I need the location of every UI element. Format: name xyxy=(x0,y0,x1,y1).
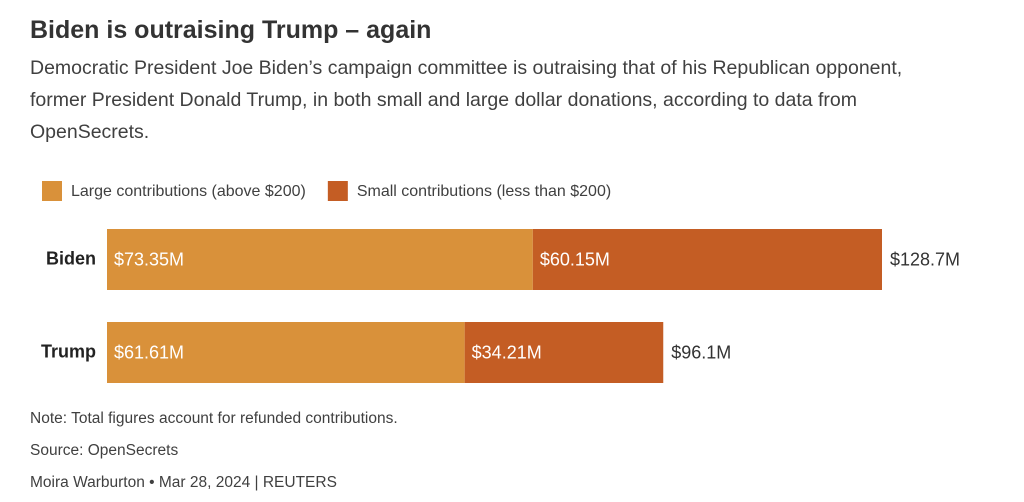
note: Note: Total figures account for refunded… xyxy=(30,410,398,427)
total-label: $96.1M xyxy=(671,342,731,362)
chart: Large contributions (above $200) Small co… xyxy=(41,181,960,383)
category-label: Trump xyxy=(41,341,96,361)
legend-label: Small contributions (less than $200) xyxy=(357,183,611,200)
total-label: $128.7M xyxy=(890,249,960,269)
value-label: $60.15M xyxy=(540,249,610,269)
bar-segment xyxy=(464,322,664,383)
chart-subtitle: Democratic President Joe Biden’s campaig… xyxy=(30,57,903,143)
legend-swatch xyxy=(42,181,62,201)
bar-segment xyxy=(532,229,882,290)
source: Source: OpenSecrets xyxy=(30,442,179,459)
credit: Moira Warburton • Mar 28, 2024 | REUTERS xyxy=(30,474,337,491)
value-label: $61.61M xyxy=(114,342,184,362)
bar-segment xyxy=(107,322,465,383)
chart-title: Biden is outraising Trump – again xyxy=(30,16,432,44)
bar-segment xyxy=(107,229,533,290)
legend-label: Large contributions (above $200) xyxy=(71,183,306,200)
category-label: Biden xyxy=(46,248,96,268)
value-label: $34.21M xyxy=(472,342,542,362)
value-label: $73.35M xyxy=(114,249,184,269)
legend-swatch xyxy=(327,181,348,201)
